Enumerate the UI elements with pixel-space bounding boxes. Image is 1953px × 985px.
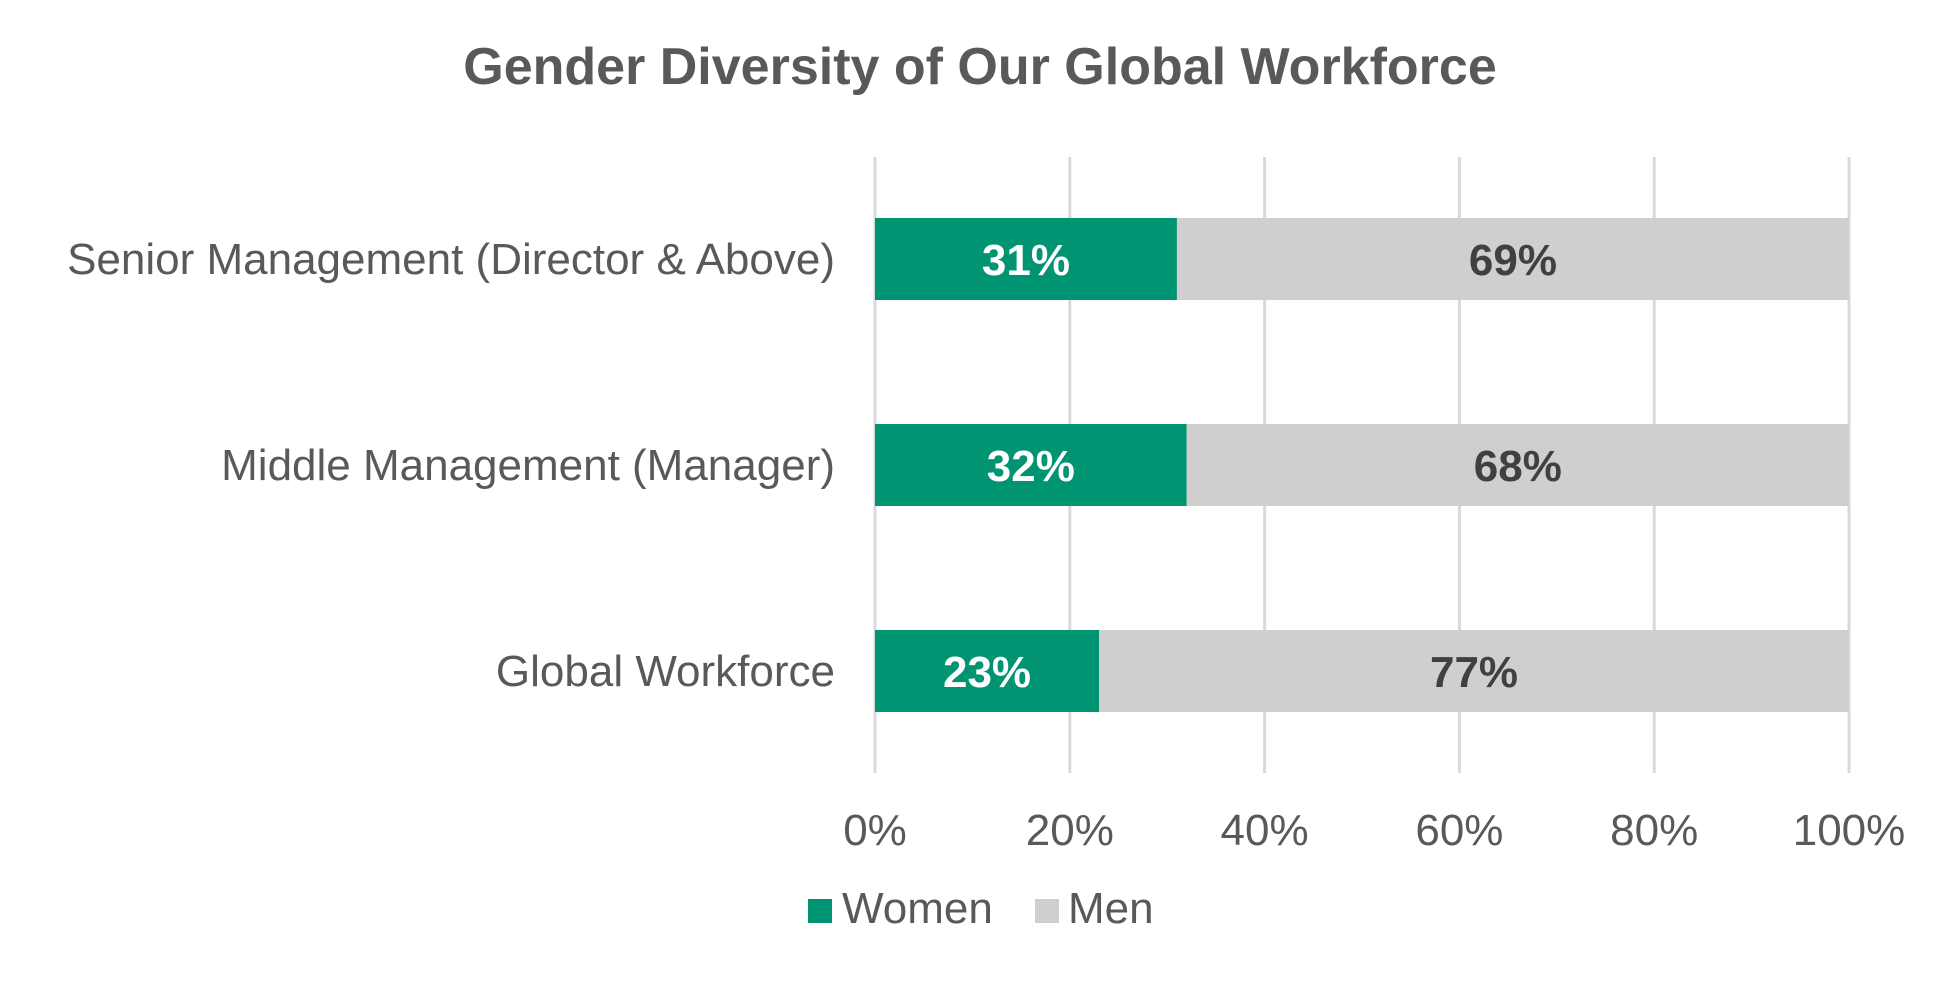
x-tick-label-100: 100%: [1793, 806, 1906, 855]
data-label-men-0: 69%: [1469, 236, 1557, 285]
x-tick-label-20: 20%: [1026, 806, 1114, 855]
legend-swatch-men: [1035, 899, 1059, 923]
bars: 31% 69% 32% 68% 23% 77%: [875, 218, 1849, 712]
data-label-women-0: 31%: [982, 236, 1070, 285]
category-label-2: Global Workforce: [496, 647, 835, 696]
x-axis-tick-labels: 0% 20% 40% 60% 80% 100%: [843, 806, 1905, 855]
legend-swatch-women: [808, 899, 832, 923]
category-labels: Senior Management (Director & Above) Midd…: [67, 235, 835, 696]
category-label-1: Middle Management (Manager): [221, 441, 835, 490]
bar-men-0: [1176, 218, 1849, 300]
x-tick-label-80: 80%: [1610, 806, 1698, 855]
x-tick-label-40: 40%: [1221, 806, 1309, 855]
bar-men-1: [1186, 424, 1849, 506]
bar-women-2: [875, 630, 1100, 712]
legend-label-women: Women: [842, 884, 993, 933]
chart-title: Gender Diversity of Our Global Workforce: [463, 38, 1497, 96]
bar-men-2: [1099, 630, 1849, 712]
x-tick-label-60: 60%: [1415, 806, 1503, 855]
category-label-0: Senior Management (Director & Above): [67, 235, 835, 284]
bar-women-0: [875, 218, 1177, 300]
bar-women-1: [875, 424, 1187, 506]
x-tick-label-0: 0%: [843, 806, 907, 855]
data-label-men-2: 77%: [1430, 648, 1518, 697]
data-label-men-1: 68%: [1474, 442, 1562, 491]
legend-label-men: Men: [1068, 884, 1154, 933]
data-label-women-1: 32%: [987, 442, 1075, 491]
legend: Women Men: [808, 884, 1154, 933]
data-label-women-2: 23%: [943, 648, 1031, 697]
